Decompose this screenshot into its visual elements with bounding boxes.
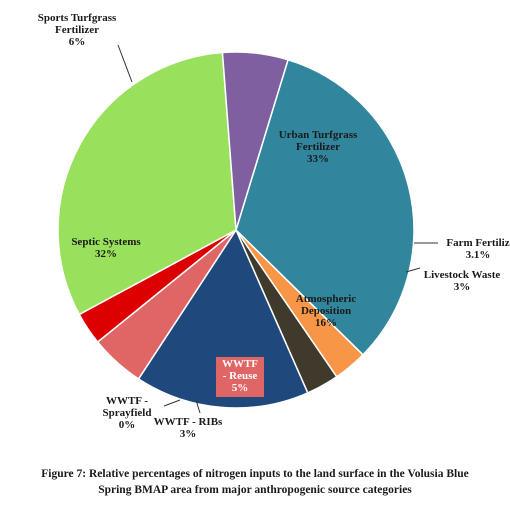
slice-label-livestock-waste-line-2: 3% bbox=[454, 281, 471, 293]
slice-label-urban-turfgrass-fertilizer-line-1: Urban Turfgrass bbox=[279, 129, 358, 141]
pie-slice-sports-turfgrass-fertilizer bbox=[221, 51, 289, 231]
leader-line-sports-turfgrass-fertilizer bbox=[117, 44, 133, 83]
slice-label-wwtf-reuse-line-1: WWTF bbox=[222, 358, 258, 370]
slice-label-wwtf-sprayfield-line-3: 0% bbox=[119, 419, 136, 431]
caption-line-1: Figure 7: Relative percentages of nitrog… bbox=[41, 468, 469, 480]
slice-label-atmospheric-deposition-line-2: Deposition bbox=[301, 305, 351, 317]
slice-label-wwtf-sprayfield-line-1: WWTF - bbox=[106, 395, 148, 407]
pie-slice-atmospheric-deposition bbox=[137, 228, 309, 409]
slice-label-sports-turfgrass-fertilizer-line-1: Sports Turfgrass bbox=[38, 12, 117, 24]
slice-label-septic-systems-line-1: Septic Systems bbox=[71, 236, 141, 248]
slice-label-urban-turfgrass-fertilizer-line-3: 33% bbox=[307, 153, 329, 165]
slice-label-sports-turfgrass-fertilizer-line-2: Fertilizer bbox=[55, 24, 99, 36]
slice-label-wwtf-reuse-line-3: 5% bbox=[232, 382, 249, 394]
slice-label-livestock-waste-line-1: Livestock Waste bbox=[424, 269, 501, 281]
slice-label-septic-systems-line-2: 32% bbox=[95, 248, 117, 260]
figure-caption: Figure 7: Relative percentages of nitrog… bbox=[0, 466, 510, 498]
leader-line-wwtf-ribs bbox=[195, 399, 201, 414]
slice-label-wwtf-sprayfield-line-2: Sprayfield bbox=[103, 407, 152, 419]
slice-label-sports-turfgrass-fertilizer-line-3: 6% bbox=[69, 36, 86, 48]
caption-line-2: Spring BMAP area from major anthropogeni… bbox=[98, 484, 412, 496]
slice-label-atmospheric-deposition-line-1: Atmospheric bbox=[296, 293, 357, 305]
slice-label-farm-fertilizer-line-1: Farm Fertiliz bbox=[446, 237, 509, 249]
label-box-wwtf-reuse bbox=[216, 357, 264, 397]
pie-slice-urban-turfgrass-fertilizer bbox=[235, 58, 415, 356]
slice-label-farm-fertilizer-line-2: 3.1% bbox=[466, 249, 491, 261]
slice-label-urban-turfgrass-fertilizer-line-2: Fertilizer bbox=[296, 141, 340, 153]
leader-line-wwtf-sprayfield bbox=[163, 399, 181, 407]
slice-label-wwtf-reuse-line-2: - Reuse bbox=[223, 370, 258, 382]
slice-label-wwtf-ribs-line-1: WWTF - RIBs bbox=[154, 416, 223, 428]
pie-slice-septic-systems bbox=[57, 51, 237, 316]
leader-line-livestock-waste bbox=[405, 267, 421, 273]
slice-label-atmospheric-deposition-line-3: 16% bbox=[315, 317, 337, 329]
slice-label-wwtf-ribs-line-2: 3% bbox=[180, 428, 197, 440]
